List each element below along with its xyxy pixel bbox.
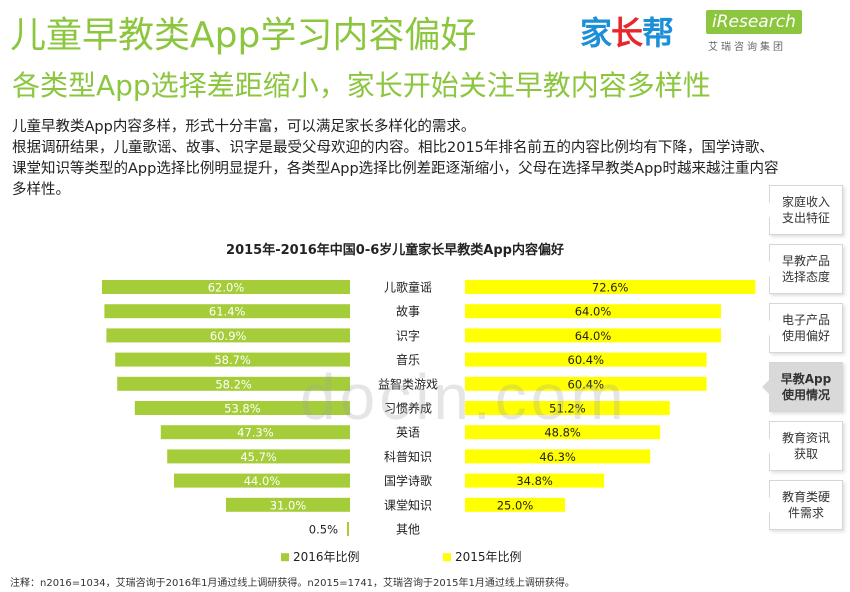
data-label-2015-6: 48.8% [544,426,581,440]
bar-2016-2 [106,328,351,343]
summary-text: 儿童早教类App内容多样，形式十分丰富，可以满足家长多样化的需求。 根据调研结果… [12,117,782,201]
sidebar-item-5[interactable]: 教育类硬 件需求 [762,480,843,530]
bar-2015-4 [465,376,707,391]
sidebar-item-label: 早教App 使用情况 [780,372,832,402]
data-label-2016-1: 61.4% [209,305,246,319]
category-label-1: 故事 [396,304,420,319]
data-label-2016-6: 47.3% [237,426,274,440]
category-label-7: 科普知识 [384,450,432,464]
data-label-2015-0: 72.6% [592,281,629,295]
data-label-2015-2: 64.0% [575,329,612,343]
bar-2015-1 [465,304,721,319]
bar-2016-9 [226,497,350,512]
summary-line-1: 儿童早教类App内容多样，形式十分丰富，可以满足家长多样化的需求。 [12,119,476,135]
data-label-2016-3: 58.7% [214,353,251,367]
data-label-2016-5: 53.8% [224,402,261,416]
iresearch-logo-subtitle: 艾瑞咨询集团 [708,42,786,53]
page-title: 儿童早教类App学习内容偏好 [10,15,477,56]
data-label-2016-9: 31.0% [270,498,307,512]
legend-swatch-2015 [443,553,451,562]
data-label-2015-7: 46.3% [539,450,576,464]
bar-2015-2 [465,328,721,343]
sidebar-item-label: 教育类硬 件需求 [781,490,830,520]
bar-2015-7 [465,449,651,464]
sidebar-item-label: 家庭收入 支出特征 [781,195,830,225]
sidebar-item-2[interactable]: 电子产品 使用偏好 [762,303,843,353]
jiazhangbang-logo: 家长帮 [580,14,674,52]
category-label-9: 课堂知识 [384,498,432,512]
content-preference-chart: 2015年-2016年中国0-6岁儿童家长早教类App内容偏好 62.0% 72.6… [102,242,756,564]
category-label-0: 儿歌童谣 [384,280,432,295]
bar-2016-6 [160,425,350,440]
category-label-6: 英语 [396,426,420,440]
category-label-8: 国学诗歌 [384,473,432,488]
data-label-2016-0: 62.0% [208,281,245,295]
sidebar-item-4[interactable]: 教育资讯 获取 [762,421,843,471]
data-label-2016-2: 60.9% [210,329,247,343]
sidebar-item-label: 电子产品 使用偏好 [781,313,830,343]
iresearch-logo: iResearch [706,10,802,34]
data-label-2015-8: 34.8% [516,474,553,488]
data-label-2016-10: 0.5% [309,523,338,537]
section-nav: 家庭收入 支出特征 早教产品 选择态度 电子产品 使用偏好 早教App 使用情况 教育资… [762,185,843,539]
data-label-2015-4: 60.4% [568,377,605,391]
category-label-4: 益智类游戏 [378,376,438,391]
bar-2016-5 [134,401,350,415]
legend-label-2015: 2015年比例 [455,550,522,564]
bar-2015-0 [465,280,756,294]
bar-2016-7 [167,449,350,464]
legend-swatch-2016 [281,553,289,562]
data-label-2016-8: 44.0% [244,474,281,488]
data-label-2016-7: 45.7% [240,450,277,464]
sidebar-item-label: 教育资讯 获取 [781,431,830,461]
bar-2016-8 [174,473,350,488]
bar-2015-8 [465,473,605,488]
data-label-2015-3: 60.4% [568,353,605,367]
data-label-2016-4: 58.2% [215,377,252,391]
bar-2016-10 [347,522,349,536]
data-label-2015-1: 64.0% [575,305,612,319]
bar-2015-3 [465,352,707,367]
bar-2016-3 [115,352,350,367]
chart-title: 2015年-2016年中国0-6岁儿童家长早教类App内容偏好 [226,242,564,258]
bar-2016-1 [104,304,351,319]
category-label-2: 识字 [396,328,420,343]
category-label-3: 音乐 [396,352,420,367]
footnote: 注释：n2016=1034，艾瑞咨询于2016年1月通过线上调研获得。n2015… [10,578,575,589]
bar-2015-9 [465,497,565,512]
bar-2016-0 [102,280,350,294]
data-label-2015-9: 25.0% [497,498,534,512]
category-label-5: 习惯养成 [384,401,432,416]
sidebar-item-0[interactable]: 家庭收入 支出特征 [762,185,843,235]
bar-2015-5 [465,401,670,415]
sidebar-item-label: 早教产品 选择态度 [781,254,830,284]
bar-2015-6 [465,425,661,440]
sidebar-item-1[interactable]: 早教产品 选择态度 [762,244,843,294]
bar-2016-4 [117,376,350,391]
page-subtitle: 各类型App选择差距缩小，家长开始关注早教内容多样性 [12,69,711,102]
category-label-10: 其他 [396,523,420,537]
sidebar-item-3[interactable]: 早教App 使用情况 [762,362,843,412]
legend-label-2016: 2016年比例 [293,550,360,564]
summary-line-2: 根据调研结果，儿童歌谣、故事、识字是最受父母欢迎的内容。相比2015年排名前五的… [12,140,779,198]
data-label-2015-5: 51.2% [549,402,586,416]
